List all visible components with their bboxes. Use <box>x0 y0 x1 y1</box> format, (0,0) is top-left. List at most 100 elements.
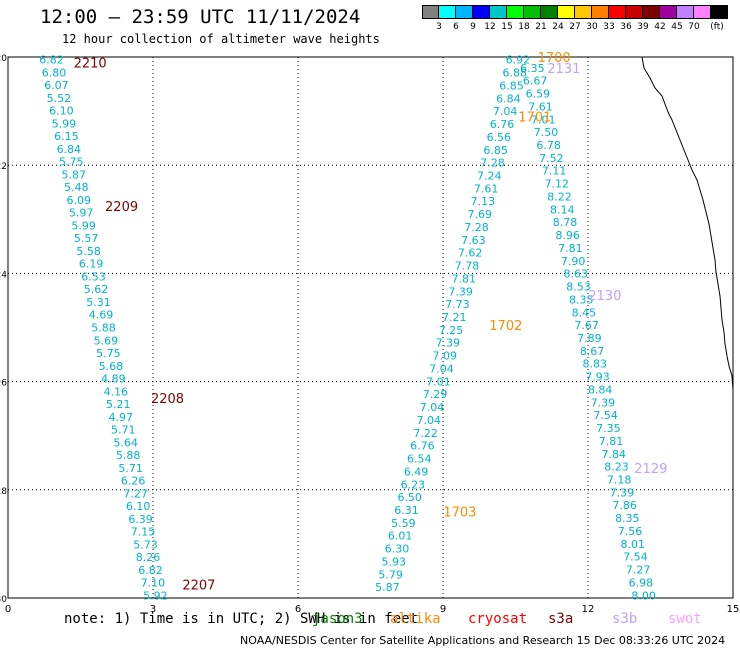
x-tick-label: 9 <box>440 604 446 615</box>
x-tick-label: 3 <box>150 604 156 615</box>
wave-height-value: 7.73 <box>445 298 470 311</box>
wave-height-value: 6.54 <box>407 453 432 466</box>
wave-height-value: 7.01 <box>531 113 556 126</box>
footer-credit: NOAA/NESDIS Center for Satellite Applica… <box>240 634 726 647</box>
legend-label: 27 <box>569 22 581 32</box>
wave-height-value: 7.35 <box>596 422 621 435</box>
wave-height-value: 4.69 <box>89 309 114 322</box>
wave-height-value: 8.45 <box>572 306 597 319</box>
legend-label: 12 <box>484 22 496 32</box>
wave-height-value: 5.69 <box>94 334 119 347</box>
wave-height-value: 8.14 <box>550 203 575 216</box>
wave-height-value: 5.92 <box>143 589 168 602</box>
legend-swatch <box>694 5 711 19</box>
legend-swatch <box>592 5 609 19</box>
wave-height-value: 6.10 <box>49 105 74 118</box>
y-tick-label: -22 <box>0 162 7 172</box>
wave-height-value: 6.98 <box>629 576 654 589</box>
legend-label: 70 <box>688 22 700 32</box>
page-subtitle: 12 hour collection of altimeter wave hei… <box>62 32 380 46</box>
wave-height-value: 6.35 <box>520 62 545 75</box>
wave-height-value: 4.97 <box>109 411 134 424</box>
pass-time-label: 1703 <box>443 505 476 520</box>
legend-label: 21 <box>535 22 547 32</box>
legend-swatch <box>524 5 541 19</box>
wave-height-value: 6.76 <box>410 440 435 453</box>
legend-swatch <box>507 5 524 19</box>
legend-label: 15 <box>501 22 513 32</box>
wave-height-value: 7.81 <box>452 272 477 285</box>
legend-swatch <box>490 5 507 19</box>
wave-height-value: 7.78 <box>455 260 480 273</box>
wave-height-value: 7.54 <box>593 409 618 422</box>
wave-height-value: 7.18 <box>607 474 632 487</box>
wave-height-value: 7.27 <box>626 564 651 577</box>
wave-height-value: 7.39 <box>436 337 461 350</box>
wave-height-value: 7.27 <box>123 487 148 500</box>
wave-height-value: 8.23 <box>604 461 629 474</box>
wave-height-value: 6.59 <box>526 88 551 101</box>
y-tick-label: -28 <box>0 487 7 497</box>
wave-height-value: 7.04 <box>493 105 518 118</box>
wave-height-value: 7.69 <box>467 208 492 221</box>
wave-height-value: 6.78 <box>536 139 561 152</box>
wave-height-value: 5.88 <box>116 449 141 462</box>
wave-height-value: 7.63 <box>461 234 486 247</box>
wave-height-value: 6.84 <box>57 143 82 156</box>
wave-height-value: 8.83 <box>583 358 608 371</box>
wave-height-value: 7.67 <box>574 319 599 332</box>
wave-height-value: 7.10 <box>141 577 166 590</box>
wave-height-value: 5.31 <box>86 296 111 309</box>
wave-height-value: 7.50 <box>534 126 559 139</box>
legend-swatches <box>422 5 728 19</box>
satellite-swot: swot <box>668 611 702 627</box>
wave-height-value: 7.11 <box>542 165 567 178</box>
wave-height-value: 8.01 <box>620 538 645 551</box>
wave-height-value: 6.56 <box>487 131 512 144</box>
wave-height-value: 8.53 <box>566 281 591 294</box>
wave-height-value: 5.48 <box>64 181 89 194</box>
pass-time-label: 1702 <box>489 319 522 334</box>
wave-height-value: 4.89 <box>101 373 126 386</box>
legend-label: 45 <box>671 22 683 32</box>
wave-height-value: 6.82 <box>138 564 163 577</box>
wave-height-value: 7.29 <box>423 388 448 401</box>
wave-height-value: 7.01 <box>426 375 451 388</box>
satellite-jason3: jason3 <box>312 611 363 627</box>
wave-height-value: 6.85 <box>483 144 508 157</box>
pass-time-label: 2210 <box>74 56 107 71</box>
legend-label: 36 <box>620 22 632 32</box>
wave-height-value: 7.24 <box>477 169 502 182</box>
legend-swatch <box>456 5 473 19</box>
x-tick-label: 15 <box>727 604 740 615</box>
wave-height-value: 6.07 <box>44 79 69 92</box>
wave-height-value: 5.71 <box>118 462 143 475</box>
legend-label: 33 <box>603 22 615 32</box>
wave-height-value: 8.26 <box>136 551 161 564</box>
pass-time-label: 2207 <box>182 578 215 593</box>
legend-swatch <box>558 5 575 19</box>
legend-swatch <box>575 5 592 19</box>
satellite-altika: altika <box>390 611 441 627</box>
wave-height-value: 6.92 <box>506 54 531 67</box>
pass-time-label: 2129 <box>634 462 667 477</box>
wave-height-value: 7.89 <box>577 332 602 345</box>
satellite-cryosat: cryosat <box>468 611 528 627</box>
legend-label: 24 <box>552 22 564 32</box>
wave-height-value: 7.28 <box>480 157 505 170</box>
wave-height-value: 8.22 <box>547 190 572 203</box>
wave-height-value: 7.09 <box>432 350 457 363</box>
wave-height-value: 7.25 <box>439 324 464 337</box>
wave-height-value: 6.26 <box>121 475 146 488</box>
wave-height-value: 6.67 <box>523 75 548 88</box>
wave-height-value: 5.52 <box>47 92 72 105</box>
y-tick-label: -26 <box>0 379 7 389</box>
satellite-s3a: s3a <box>548 611 574 627</box>
legend-swatch <box>541 5 558 19</box>
wave-height-value: 6.80 <box>42 66 67 79</box>
wave-height-value: 6.88 <box>502 67 527 80</box>
wave-height-value: 5.97 <box>69 207 94 220</box>
wave-height-value: 7.90 <box>561 255 586 268</box>
wave-height-value: 6.31 <box>394 504 419 517</box>
